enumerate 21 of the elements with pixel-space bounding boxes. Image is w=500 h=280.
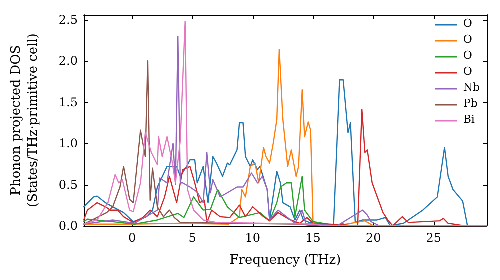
- legend-label: O: [463, 65, 472, 78]
- legend-label: O: [463, 49, 472, 62]
- y-tick-label: 2.0: [58, 54, 78, 68]
- y-tick-label: 1.5: [58, 95, 78, 110]
- x-tick-label: 25: [426, 231, 442, 245]
- y-tick-label: 0.0: [58, 219, 78, 233]
- y-axis-title: Phonon projected DOS (States/THz·primitive cell): [9, 33, 41, 208]
- x-tick-label: 15: [306, 231, 321, 245]
- y-tick-label: 0.5: [58, 178, 78, 192]
- x-tick-label: 0: [128, 231, 136, 245]
- legend-label: Nb: [463, 81, 480, 94]
- x-tick-label: 5: [188, 231, 196, 245]
- x-tick-label: 10: [245, 231, 261, 245]
- legend-label: Pb: [463, 97, 478, 110]
- legend-label: O: [463, 33, 472, 46]
- x-axis-title: Frequency (THz): [230, 253, 342, 268]
- legend-label: Bi: [463, 113, 476, 126]
- y-tick-label: 2.5: [58, 12, 78, 27]
- x-tick-label: 20: [366, 231, 382, 245]
- legend-label: O: [463, 17, 472, 30]
- y-tick-label: 1.0: [58, 136, 78, 151]
